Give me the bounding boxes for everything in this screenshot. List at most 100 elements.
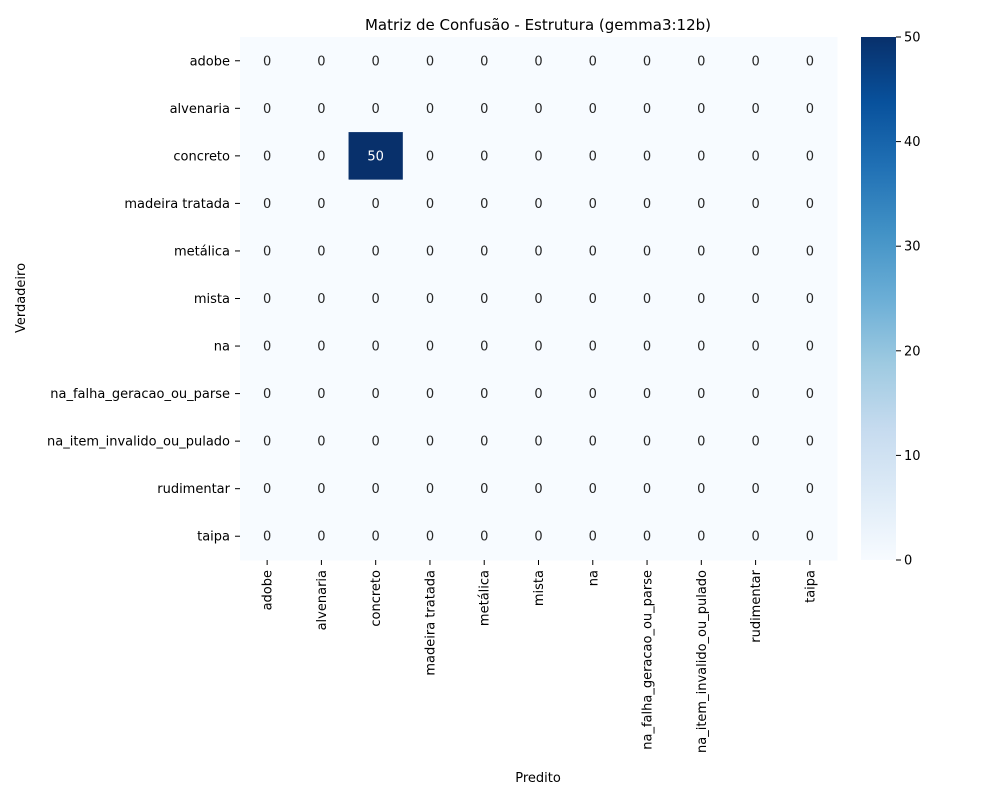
- heatmap-cell: [457, 322, 512, 371]
- cell-value-label: 0: [697, 102, 705, 117]
- heatmap-cell: [240, 417, 295, 466]
- y-tick-label: madeira tratada: [124, 197, 230, 212]
- heatmap-cell: [511, 464, 567, 513]
- heatmap-cell: [619, 227, 675, 276]
- x-tick-label: metálica: [478, 570, 493, 626]
- cell-value-label: 0: [806, 102, 814, 117]
- cell-value-label: 0: [480, 340, 488, 355]
- heatmap-cell: [674, 369, 729, 418]
- cell-value-label: 0: [589, 244, 597, 259]
- cell-value-label: 0: [589, 530, 597, 545]
- cell-value-label: 0: [806, 54, 814, 69]
- heatmap-cell: [457, 274, 512, 323]
- heatmap-cell: [511, 227, 567, 276]
- heatmap-cell: [511, 417, 567, 466]
- heatmap-cell: [619, 369, 675, 418]
- cell-value-label: 0: [589, 54, 597, 69]
- colorbar-tick-label: 0: [904, 554, 912, 569]
- y-tick-label: na_falha_geracao_ou_parse: [50, 387, 230, 402]
- heatmap-cell: [619, 512, 675, 561]
- cell-value-label: 0: [643, 530, 651, 545]
- heatmap-cell: [674, 132, 729, 181]
- y-tick-label: rudimentar: [157, 482, 230, 497]
- heatmap-cell: [402, 322, 458, 371]
- y-tick-label: alvenaria: [170, 102, 230, 117]
- heatmap-cell: [348, 132, 404, 181]
- cell-value-label: 0: [534, 149, 542, 164]
- cell-value-label: 0: [426, 54, 434, 69]
- heatmap-cell: [674, 464, 729, 513]
- y-axis-label: Verdadeiro: [14, 263, 29, 333]
- heatmap-cell: [728, 84, 784, 133]
- x-tick-label: taipa: [803, 570, 818, 603]
- heatmap-cell: [565, 322, 621, 371]
- heatmap-cell: [294, 84, 350, 133]
- heatmap-cell: [348, 274, 404, 323]
- cell-value-label: 0: [806, 482, 814, 497]
- heatmap-cell: [565, 512, 621, 561]
- heatmap-cell: [728, 417, 784, 466]
- cell-value-label: 0: [534, 102, 542, 117]
- heatmap-cell: [240, 179, 295, 228]
- heatmap-cell: [240, 84, 295, 133]
- heatmap-cell: [294, 274, 350, 323]
- heatmap-cell: [565, 417, 621, 466]
- cell-value-label: 0: [426, 435, 434, 450]
- heatmap-cell: [402, 37, 458, 86]
- cell-value-label: 0: [589, 292, 597, 307]
- x-axis-ticks: adobe alvenaria concreto madeira tratada met…: [261, 560, 818, 753]
- cell-value-label: 0: [480, 292, 488, 307]
- cell-value-label: 0: [589, 102, 597, 117]
- heatmap-cells: 0 0 0 0 0 0 0 0 0 0 0 0 0 0 0 0 0 0 0 0 0 0 0 0 50 0 0 0 0 0 0 0 0 0 0 0 0 0 0…: [240, 37, 838, 561]
- colorbar-tick-label: 40: [904, 135, 921, 150]
- cell-value-label: 0: [697, 530, 705, 545]
- y-tick-label: na_item_invalido_ou_pulado: [47, 435, 230, 450]
- cell-value-label: 0: [263, 387, 271, 402]
- cell-value-label: 0: [480, 197, 488, 212]
- heatmap-cell: [294, 227, 350, 276]
- heatmap-cell: [565, 274, 621, 323]
- cell-value-label: 0: [480, 54, 488, 69]
- heatmap-cell: [619, 417, 675, 466]
- cell-value-label: 0: [372, 292, 380, 307]
- heatmap-cell: [511, 132, 567, 181]
- cell-value-label: 0: [263, 530, 271, 545]
- colorbar-tick-label: 50: [904, 31, 921, 46]
- cell-value-label: 0: [751, 244, 759, 259]
- heatmap-cell: [457, 37, 512, 86]
- cell-value-label: 0: [263, 340, 271, 355]
- cell-value-label: 0: [426, 244, 434, 259]
- heatmap-cell: [674, 512, 729, 561]
- cell-value-label: 0: [697, 149, 705, 164]
- x-axis-label: Predito: [515, 771, 561, 786]
- cell-value-label: 0: [534, 387, 542, 402]
- heatmap-cell: [728, 322, 784, 371]
- heatmap-cell: [348, 512, 404, 561]
- cell-value-label: 0: [534, 292, 542, 307]
- cell-value-label: 0: [263, 149, 271, 164]
- cell-value-label: 0: [751, 149, 759, 164]
- heatmap-cell: [782, 512, 838, 561]
- heatmap-cell: [457, 369, 512, 418]
- heatmap-cell: [565, 369, 621, 418]
- y-axis-ticks: adobe alvenaria concreto madeira tratada met…: [47, 54, 240, 545]
- heatmap-cell: [294, 512, 350, 561]
- cell-value-label: 0: [589, 482, 597, 497]
- cell-value-label: 0: [480, 482, 488, 497]
- heatmap-cell: [728, 369, 784, 418]
- cell-value-label: 0: [372, 340, 380, 355]
- cell-value-label: 0: [372, 54, 380, 69]
- cell-value-label: 0: [372, 102, 380, 117]
- x-tick-label: na: [586, 570, 601, 586]
- heatmap-cell: [565, 227, 621, 276]
- heatmap-cell: [782, 132, 838, 181]
- cell-value-label: 50: [367, 149, 384, 164]
- heatmap-cell: [511, 84, 567, 133]
- cell-value-label: 0: [317, 149, 325, 164]
- heatmap-cell: [619, 322, 675, 371]
- heatmap-cell: [619, 132, 675, 181]
- x-tick-label: concreto: [369, 570, 384, 627]
- heatmap-cell: [348, 179, 404, 228]
- heatmap-cell: [565, 37, 621, 86]
- heatmap-cell: [457, 227, 512, 276]
